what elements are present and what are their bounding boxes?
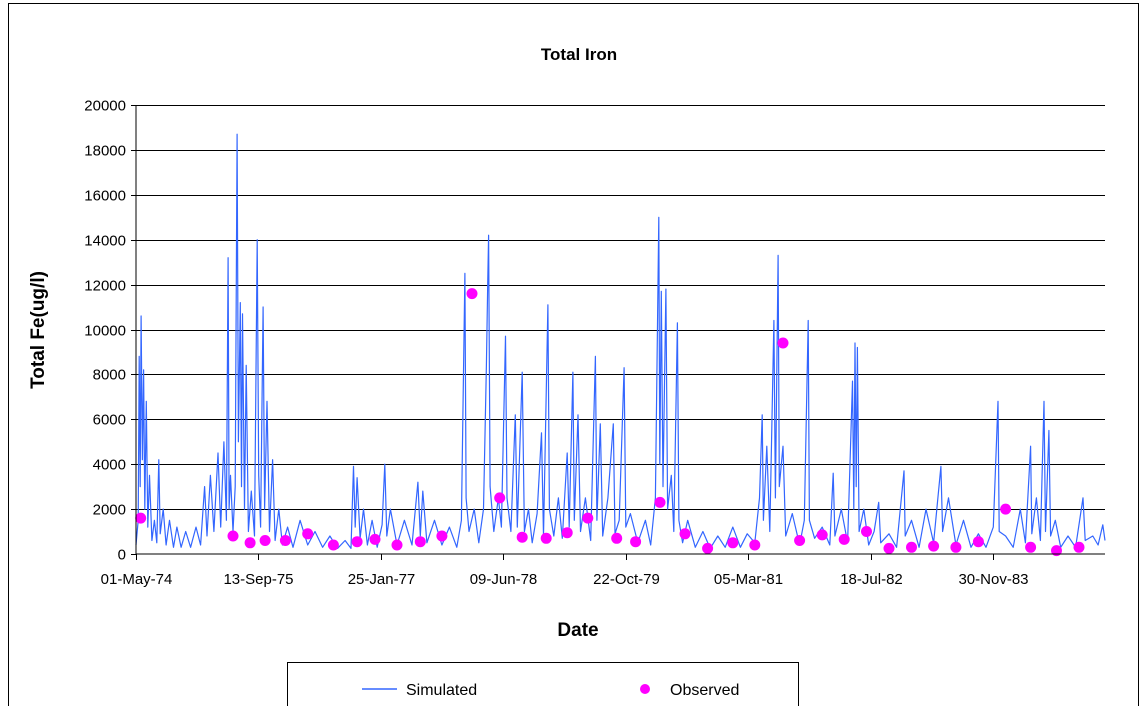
observed-series [135,288,1085,557]
observed-point [838,533,850,545]
y-axis-label: Total Fe(ug/l) [28,271,49,389]
observed-point [516,531,528,543]
observed-point [1051,545,1062,557]
y-tick-label: 10000 [84,323,126,340]
observed-point [466,288,478,300]
x-tick-label: 05-Mar-81 [714,571,783,588]
observed-point [727,537,739,549]
legend-box [287,662,799,711]
x-tick-label: 30-Nov-83 [958,571,1028,588]
observed-point [816,529,828,541]
y-axis-ticks: 0 2000 4000 6000 8000 10000 12000 14000 16000 180… [84,98,136,564]
observed-point [928,540,940,552]
observed-point [702,542,714,554]
observed-point [327,539,339,551]
observed-point [494,492,506,504]
x-tick-label: 01-May-74 [101,571,173,588]
x-tick-label: 18-Jul-82 [840,571,903,588]
observed-point [950,541,962,553]
y-tick-label: 6000 [93,412,126,429]
observed-point [561,527,573,539]
simulated-series [135,133,1106,550]
observed-point [794,535,806,546]
observed-point [582,512,594,524]
y-tick-label: 16000 [84,188,126,205]
observed-point [244,537,256,549]
y-tick-label: 20000 [84,98,126,115]
observed-point [391,539,403,551]
x-tick-label: 13-Sep-75 [223,571,293,588]
observed-point [654,496,666,508]
observed-point [906,541,917,553]
simulated-line [135,133,1106,550]
legend: Simulated Observed [287,662,799,711]
observed-point [861,526,872,537]
observed-point [135,512,147,524]
observed-point [227,530,239,542]
observed-point [611,532,623,544]
observed-point [259,535,271,546]
y-tick-label: 0 [118,547,126,564]
observed-point [351,536,363,548]
y-tick-label: 8000 [93,367,126,384]
y-tick-label: 2000 [93,502,126,519]
x-tick-label: 25-Jan-77 [348,571,416,588]
observed-point [1025,541,1037,553]
legend-simulated-label: Simulated [406,682,477,699]
y-tick-label: 18000 [84,143,126,160]
observed-point [630,536,642,548]
legend-observed-label: Observed [670,682,739,699]
x-tick-label: 09-Jun-78 [470,571,538,588]
chart-frame [8,3,1139,711]
observed-point [1000,503,1012,515]
legend-observed-marker [640,684,650,694]
chart-title: Total Iron [541,45,617,64]
observed-point [436,530,448,542]
observed-point [414,536,426,548]
x-axis-ticks: 01-May-74 13-Sep-75 25-Jan-77 09-Jun-78 22-O… [101,554,1029,588]
observed-point [749,539,761,551]
observed-point [883,542,895,554]
y-tick-label: 14000 [84,233,126,250]
observed-point [369,533,381,545]
observed-point [279,535,291,546]
x-tick-label: 22-Oct-79 [593,571,660,588]
observed-point [1073,541,1085,553]
y-tick-label: 12000 [84,278,126,295]
observed-point [972,536,984,548]
x-axis-label: Date [557,620,598,641]
observed-point [540,532,552,544]
observed-point [302,528,314,540]
observed-point [679,528,691,540]
observed-point [777,337,789,349]
y-tick-label: 4000 [93,457,126,474]
